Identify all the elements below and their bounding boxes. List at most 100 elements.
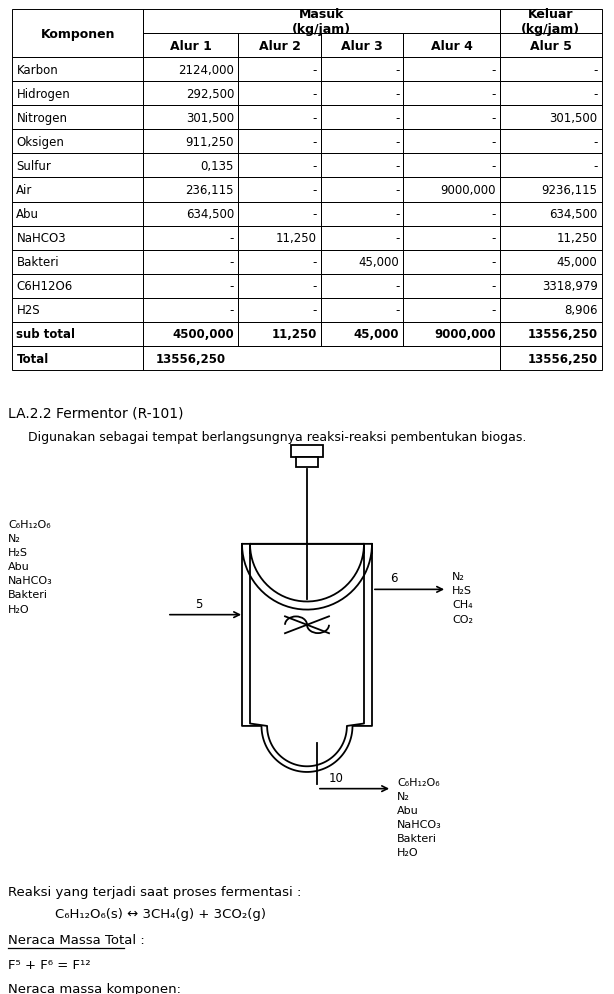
- Bar: [143, 274, 238, 298]
- Text: NaHCO3: NaHCO3: [17, 232, 66, 245]
- Text: 9000,000: 9000,000: [434, 328, 495, 341]
- Bar: [143, 347, 500, 371]
- Text: 8,906: 8,906: [564, 304, 597, 317]
- Bar: [403, 298, 500, 323]
- Bar: [12, 323, 143, 347]
- Text: 45,000: 45,000: [354, 328, 399, 341]
- Bar: [143, 178, 238, 203]
- Text: 11,250: 11,250: [557, 232, 597, 245]
- Bar: [238, 203, 321, 227]
- Text: -: -: [313, 136, 317, 149]
- Text: NaHCO₃: NaHCO₃: [8, 576, 53, 585]
- Text: -: -: [491, 160, 495, 173]
- Bar: [238, 106, 321, 130]
- Text: Masuk
(kg/jam): Masuk (kg/jam): [292, 8, 351, 36]
- Bar: [143, 10, 500, 34]
- Text: H₂O: H₂O: [397, 848, 419, 858]
- Text: Neraca Massa Total :: Neraca Massa Total :: [8, 933, 145, 946]
- Text: 4500,000: 4500,000: [173, 328, 234, 341]
- Text: 10: 10: [329, 770, 344, 783]
- Text: 9000,000: 9000,000: [440, 184, 495, 197]
- Text: H₂S: H₂S: [452, 585, 472, 595]
- Text: Nitrogen: Nitrogen: [17, 111, 68, 124]
- Bar: [143, 83, 238, 106]
- Text: -: -: [593, 160, 597, 173]
- Text: 45,000: 45,000: [557, 255, 597, 269]
- Bar: [143, 250, 238, 274]
- Text: Alur 1: Alur 1: [169, 40, 212, 53]
- Text: 301,500: 301,500: [186, 111, 234, 124]
- Bar: [403, 250, 500, 274]
- Bar: [12, 347, 143, 371]
- Text: -: -: [230, 304, 234, 317]
- Bar: [238, 274, 321, 298]
- Bar: [12, 130, 143, 154]
- Bar: [143, 106, 238, 130]
- Text: Karbon: Karbon: [17, 64, 58, 77]
- Bar: [500, 83, 602, 106]
- Text: 634,500: 634,500: [550, 208, 597, 221]
- Bar: [12, 250, 143, 274]
- Text: Oksigen: Oksigen: [17, 136, 64, 149]
- Text: N₂: N₂: [8, 533, 21, 543]
- Bar: [403, 58, 500, 83]
- Text: -: -: [491, 208, 495, 221]
- Bar: [12, 83, 143, 106]
- Bar: [143, 34, 238, 58]
- Bar: [500, 10, 602, 34]
- Bar: [12, 58, 143, 83]
- Text: Alur 2: Alur 2: [258, 40, 300, 53]
- Bar: [500, 130, 602, 154]
- Text: 9236,115: 9236,115: [542, 184, 597, 197]
- Text: Hidrogen: Hidrogen: [17, 87, 70, 100]
- Text: H₂S: H₂S: [8, 548, 28, 558]
- Bar: [403, 203, 500, 227]
- Bar: [403, 106, 500, 130]
- Text: -: -: [491, 111, 495, 124]
- Bar: [143, 58, 238, 83]
- Text: Sulfur: Sulfur: [17, 160, 52, 173]
- Bar: [500, 154, 602, 178]
- Bar: [321, 203, 403, 227]
- Bar: [403, 130, 500, 154]
- Bar: [143, 203, 238, 227]
- Bar: [238, 227, 321, 250]
- Text: Bakteri: Bakteri: [17, 255, 59, 269]
- Bar: [500, 106, 602, 130]
- Text: Bakteri: Bakteri: [8, 589, 48, 599]
- Text: -: -: [395, 280, 399, 293]
- Bar: [500, 323, 602, 347]
- Text: -: -: [230, 255, 234, 269]
- Text: 292,500: 292,500: [185, 87, 234, 100]
- Text: -: -: [395, 87, 399, 100]
- Bar: [321, 298, 403, 323]
- Text: -: -: [395, 160, 399, 173]
- Bar: [500, 178, 602, 203]
- Text: H2S: H2S: [17, 304, 40, 317]
- Bar: [321, 34, 403, 58]
- Text: Air: Air: [17, 184, 33, 197]
- Bar: [500, 274, 602, 298]
- Text: Alur 5: Alur 5: [530, 40, 572, 53]
- Bar: [321, 250, 403, 274]
- Text: H₂O: H₂O: [8, 604, 29, 614]
- Bar: [403, 34, 500, 58]
- Text: Keluar
(kg/jam): Keluar (kg/jam): [521, 8, 580, 36]
- Text: C6H12O6: C6H12O6: [17, 280, 72, 293]
- Bar: [500, 250, 602, 274]
- Bar: [12, 154, 143, 178]
- Bar: [238, 130, 321, 154]
- Text: -: -: [491, 280, 495, 293]
- Bar: [500, 298, 602, 323]
- Bar: [12, 10, 143, 58]
- Text: Alur 3: Alur 3: [341, 40, 383, 53]
- Text: -: -: [313, 64, 317, 77]
- Text: CO₂: CO₂: [452, 614, 473, 624]
- Text: Neraca massa komponen:: Neraca massa komponen:: [8, 982, 181, 994]
- Text: 3318,979: 3318,979: [542, 280, 597, 293]
- Text: CH₄: CH₄: [452, 600, 473, 610]
- Bar: [403, 323, 500, 347]
- Text: N₂: N₂: [397, 791, 410, 801]
- Text: Komponen: Komponen: [41, 28, 115, 41]
- Bar: [403, 154, 500, 178]
